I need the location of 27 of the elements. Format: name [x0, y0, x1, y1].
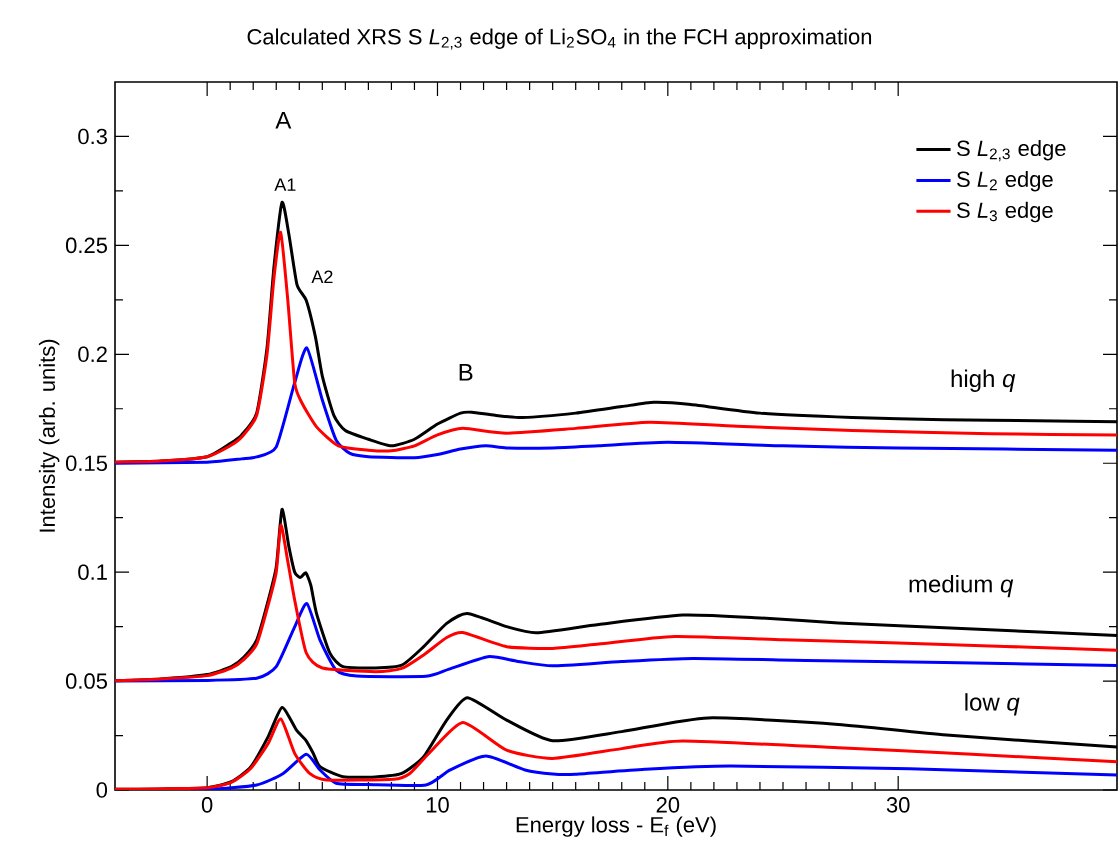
x-tick-label: 10 [426, 797, 449, 813]
line-series [115, 602, 1118, 683]
x-tick-label: 30 [886, 797, 910, 813]
chart-title: Calculated XRS S L$_{2,3}$ edge of Li$_{2}$SO$_{4}$ in the FCH approximation [247, 28, 872, 50]
legend-label: S L$_{2}$ edge [957, 170, 1053, 192]
y-tick-label: 0.2 [78, 346, 107, 363]
annotation: A2 [311, 270, 333, 283]
line-series [115, 346, 1118, 465]
y-tick-label: 0.05 [65, 673, 107, 689]
y-axis-title: Intensity (arb. units) [38, 339, 60, 532]
x-tick-label: 0 [201, 797, 213, 813]
legend-label: S L$_{2,3}$ edge [957, 139, 1066, 162]
legend-label: S L$_{3}$ edge [957, 201, 1053, 223]
annotation: B [459, 364, 473, 381]
y-tick-label: 0.15 [65, 455, 107, 472]
x-axis-title: Energy loss - E$_{f}$ (eV) [516, 816, 716, 837]
x-tick-label: 20 [656, 797, 680, 813]
line-series [115, 717, 1118, 790]
annotation: low q [965, 693, 1020, 716]
annotation: A1 [274, 178, 296, 191]
annotation: high q [951, 369, 1016, 392]
annotation: medium q [909, 574, 1014, 598]
y-tick-label: 0.3 [78, 128, 107, 145]
y-tick-label: 0 [96, 782, 108, 798]
annotation: A [275, 111, 292, 129]
y-tick-label: 0.25 [65, 237, 107, 254]
y-tick-label: 0.1 [78, 564, 107, 580]
